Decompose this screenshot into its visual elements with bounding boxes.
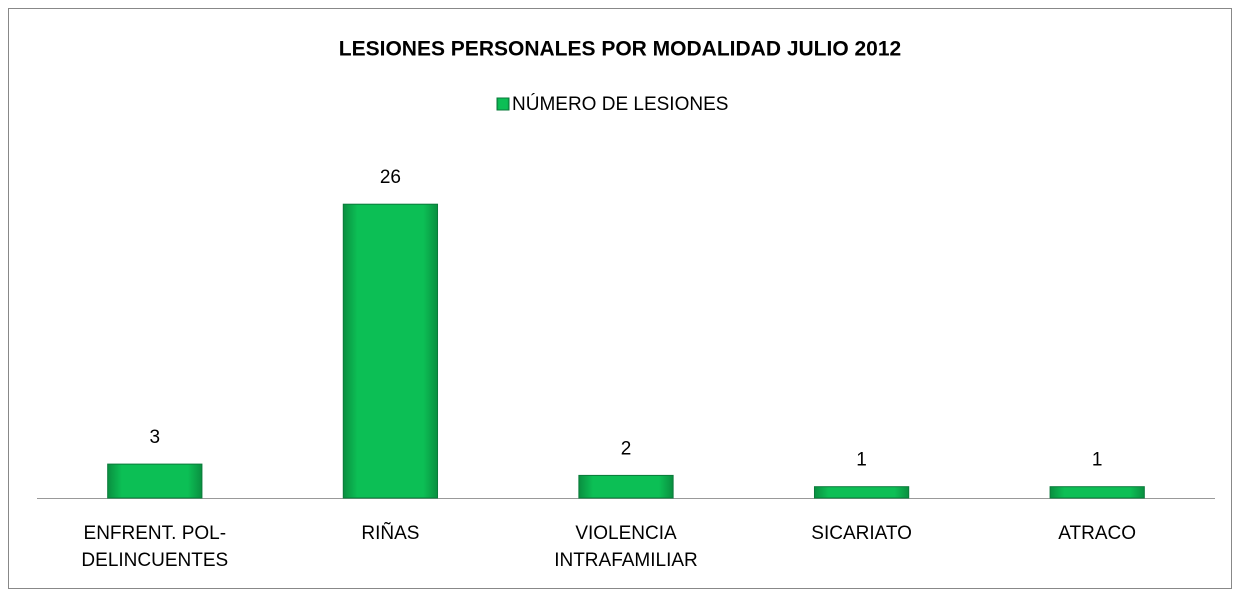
legend-swatch [496,97,510,111]
x-tick-label: SICARIATO [811,523,912,544]
data-label: 3 [150,427,161,448]
legend-label: NÚMERO DE LESIONES [512,93,728,115]
x-tick-label: VIOLENCIA INTRAFAMILIAR [554,523,698,571]
x-tick-label: RIÑAS [361,523,420,544]
bar [813,486,910,499]
bar [342,203,439,499]
bar [107,463,203,499]
x-tick-label: ATRACO [1058,523,1137,544]
chart-title: LESIONES PERSONALES POR MODALIDAD JULIO … [339,38,901,61]
data-label: 26 [380,167,401,188]
data-label: 2 [621,438,632,459]
data-label: 1 [1092,450,1103,471]
bar [1049,486,1145,499]
data-label: 1 [856,450,867,471]
x-tick-label: ENFRENT. POL-DELINCUENTES [81,523,229,571]
bar [578,474,674,499]
